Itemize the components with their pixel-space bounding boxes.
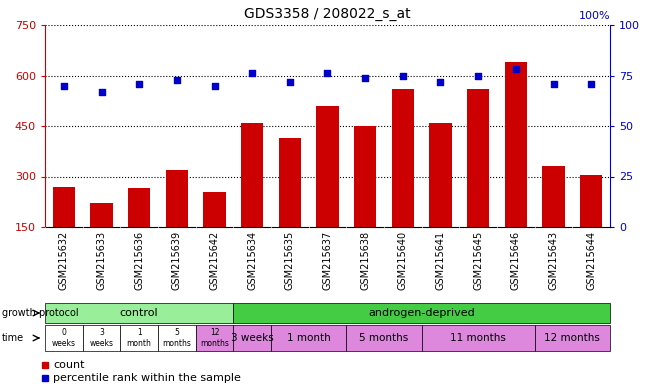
- Bar: [542, 166, 565, 278]
- Text: percentile rank within the sample: percentile rank within the sample: [53, 372, 241, 382]
- Bar: [467, 89, 489, 278]
- Bar: [83, 325, 120, 351]
- Text: 12
months: 12 months: [200, 328, 229, 348]
- Text: GSM215644: GSM215644: [586, 231, 596, 290]
- Text: 3 weeks: 3 weeks: [231, 333, 274, 343]
- Bar: [504, 62, 527, 278]
- Bar: [45, 303, 233, 323]
- Bar: [580, 175, 603, 278]
- Text: androgen-deprived: androgen-deprived: [369, 308, 475, 318]
- Title: GDS3358 / 208022_s_at: GDS3358 / 208022_s_at: [244, 7, 411, 21]
- Bar: [422, 325, 535, 351]
- Text: GSM215632: GSM215632: [59, 231, 69, 290]
- Text: 5
months: 5 months: [162, 328, 191, 348]
- Text: GSM215633: GSM215633: [96, 231, 107, 290]
- Text: 100%: 100%: [578, 11, 610, 21]
- Point: [134, 81, 144, 87]
- Text: GSM215642: GSM215642: [209, 231, 220, 290]
- Point: [209, 83, 220, 89]
- Point: [549, 81, 559, 87]
- Bar: [535, 325, 610, 351]
- Bar: [316, 106, 339, 278]
- Point: [247, 70, 257, 76]
- Text: count: count: [53, 360, 84, 370]
- Bar: [233, 303, 610, 323]
- Text: GSM215639: GSM215639: [172, 231, 182, 290]
- Text: GSM215637: GSM215637: [322, 231, 333, 290]
- Text: GSM215640: GSM215640: [398, 231, 408, 290]
- Bar: [429, 122, 452, 278]
- Bar: [128, 188, 150, 278]
- Point: [360, 74, 370, 81]
- Point: [473, 73, 484, 79]
- Bar: [391, 89, 414, 278]
- Text: GSM215643: GSM215643: [549, 231, 558, 290]
- Bar: [241, 122, 263, 278]
- Text: growth protocol: growth protocol: [2, 308, 79, 318]
- Text: control: control: [120, 308, 159, 318]
- Point: [58, 83, 69, 89]
- Bar: [166, 170, 188, 278]
- Point: [586, 81, 596, 87]
- Text: 3
weeks: 3 weeks: [90, 328, 114, 348]
- Bar: [279, 138, 301, 278]
- Point: [322, 70, 333, 76]
- Bar: [45, 325, 83, 351]
- Text: GSM215638: GSM215638: [360, 231, 370, 290]
- Text: GSM215635: GSM215635: [285, 231, 295, 290]
- Bar: [233, 325, 271, 351]
- Text: 11 months: 11 months: [450, 333, 506, 343]
- Bar: [158, 325, 196, 351]
- Bar: [271, 325, 346, 351]
- Point: [436, 78, 446, 84]
- Text: 5 months: 5 months: [359, 333, 409, 343]
- Text: GSM215641: GSM215641: [436, 231, 445, 290]
- Text: 12 months: 12 months: [545, 333, 600, 343]
- Text: GSM215646: GSM215646: [511, 231, 521, 290]
- Point: [285, 78, 295, 84]
- Bar: [354, 126, 376, 278]
- Text: time: time: [2, 333, 24, 343]
- Point: [398, 73, 408, 79]
- Text: 1
month: 1 month: [127, 328, 151, 348]
- Text: 1 month: 1 month: [287, 333, 331, 343]
- Point: [172, 76, 182, 83]
- Bar: [196, 325, 233, 351]
- Bar: [90, 204, 113, 278]
- Point: [511, 66, 521, 73]
- Bar: [120, 325, 158, 351]
- Text: 0
weeks: 0 weeks: [52, 328, 76, 348]
- Bar: [346, 325, 422, 351]
- Bar: [53, 187, 75, 278]
- Point: [96, 89, 107, 95]
- Text: GSM215634: GSM215634: [247, 231, 257, 290]
- Text: GSM215645: GSM215645: [473, 231, 483, 290]
- Text: GSM215636: GSM215636: [134, 231, 144, 290]
- Bar: [203, 192, 226, 278]
